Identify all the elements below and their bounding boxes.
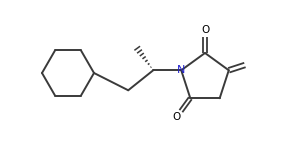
Text: O: O — [201, 25, 209, 35]
Text: O: O — [173, 112, 181, 122]
Text: N: N — [177, 65, 185, 75]
